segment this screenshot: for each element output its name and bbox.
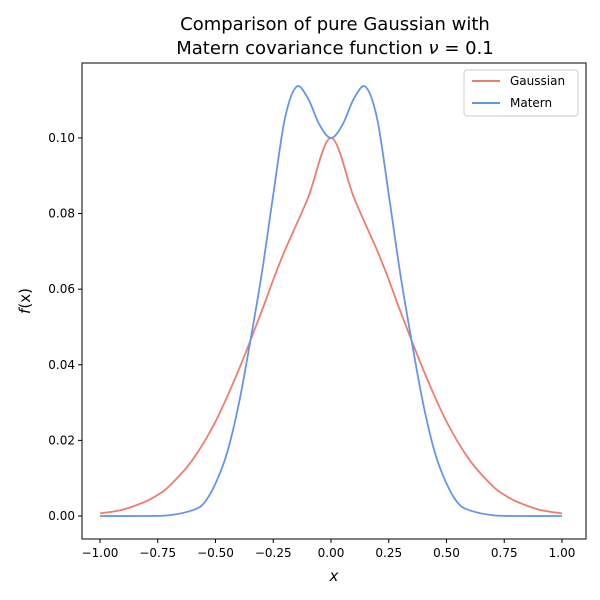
- x-tick-label: −0.25: [255, 546, 292, 560]
- series-line-gaussian: [99, 137, 563, 515]
- x-axis-ticks: −1.00 −0.75 −0.50 −0.25 0.00 0.25 0.50 0.75 1.00: [82, 539, 576, 560]
- x-tick-label: 0.50: [433, 546, 460, 560]
- x-tick-label: 0.75: [491, 546, 518, 560]
- y-tick-label: 0.06: [48, 282, 75, 296]
- chart-title-line-1: Comparison of pure Gaussian with: [180, 14, 490, 35]
- x-tick-label: 0.25: [375, 546, 402, 560]
- plot-area-frame: [81, 62, 587, 540]
- series-layer: [99, 85, 563, 517]
- y-axis-label: f(x): [16, 288, 34, 314]
- x-axis-label: x: [329, 567, 339, 585]
- y-tick-label: 0.10: [48, 131, 75, 145]
- x-tick-label: −0.75: [139, 546, 176, 560]
- y-tick-label: 0.08: [48, 207, 75, 221]
- y-tick-label: 0.04: [48, 358, 75, 372]
- legend: Gaussian Matern: [463, 69, 579, 117]
- series-line-matern: [99, 85, 563, 517]
- x-tick-label: 0.00: [318, 546, 345, 560]
- y-tick-label: 0.02: [48, 433, 75, 447]
- x-tick-label: −0.50: [197, 546, 234, 560]
- x-tick-label: 1.00: [549, 546, 576, 560]
- y-tick-label: 0.00: [48, 509, 75, 523]
- y-axis-ticks: 0.00 0.02 0.04 0.06 0.08 0.10: [48, 131, 82, 523]
- legend-label-matern: Matern: [510, 96, 552, 110]
- chart-title-line-2: Matern covariance function ν = 0.1: [176, 38, 494, 59]
- legend-label-gaussian: Gaussian: [510, 74, 565, 88]
- x-tick-label: −1.00: [82, 546, 119, 560]
